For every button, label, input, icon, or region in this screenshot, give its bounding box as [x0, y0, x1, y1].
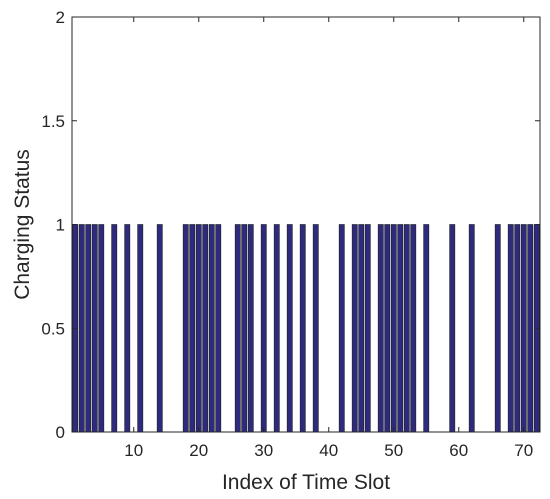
x-tick-label: 10	[124, 441, 143, 460]
bar-slot-45	[358, 224, 365, 433]
bar-slot-32	[273, 224, 280, 433]
bar-slot-42	[338, 224, 345, 433]
bar-slot-3	[85, 224, 92, 433]
x-tick-label: 30	[254, 441, 273, 460]
x-axis-label: Index of Time Slot	[222, 471, 390, 494]
y-tick-label: 0	[56, 423, 65, 442]
bar-slot-69	[514, 224, 521, 433]
bar-slot-22	[208, 224, 215, 433]
bar-slot-5	[98, 224, 105, 433]
bar-slot-26	[234, 224, 241, 433]
bar-slot-23	[215, 224, 222, 433]
bar-slot-50	[390, 224, 397, 433]
x-tick-label: 40	[319, 441, 338, 460]
bar-slot-27	[241, 224, 248, 433]
bar-slot-62	[468, 224, 475, 433]
bar-slot-34	[286, 224, 293, 433]
bar-slot-7	[111, 224, 118, 433]
bar-slot-38	[312, 224, 319, 433]
bar-slot-66	[494, 224, 501, 433]
bar-slot-28	[247, 224, 254, 433]
bar-slot-70	[520, 224, 527, 433]
y-tick-label: 1.5	[41, 112, 65, 131]
x-tick-label: 70	[514, 441, 533, 460]
bar-slot-36	[299, 224, 306, 433]
bar-slot-52	[403, 224, 410, 433]
bar-slot-21	[202, 224, 209, 433]
bar-slot-51	[397, 224, 404, 433]
bar-slot-11	[137, 224, 144, 433]
bar-slot-2	[78, 224, 85, 433]
bar-slot-55	[423, 224, 430, 433]
y-axis-label: Charging Status	[11, 149, 34, 300]
bar-slot-46	[364, 224, 371, 433]
y-axis-ticks: 0 0.5 1 1.5 2	[41, 8, 540, 442]
plot-frame	[71, 16, 541, 433]
bar-slot-68	[507, 224, 514, 433]
x-tick-label: 20	[189, 441, 208, 460]
y-tick-label: 1	[56, 216, 65, 235]
bar-slot-18	[182, 224, 189, 433]
bar-slot-59	[449, 224, 456, 433]
bar-slot-53	[410, 224, 417, 433]
y-tick-label: 2	[56, 8, 65, 27]
bar-slot-9	[124, 224, 131, 433]
bar-slot-20	[195, 224, 202, 433]
x-tick-label: 60	[449, 441, 468, 460]
bar-slot-48	[377, 224, 384, 433]
bar-slot-44	[351, 224, 358, 433]
plot-background	[72, 17, 540, 432]
x-tick-label: 50	[384, 441, 403, 460]
bar-slot-49	[384, 224, 391, 433]
bar-slot-14	[156, 224, 163, 433]
y-tick-label: 0.5	[41, 319, 65, 338]
bar-slot-4	[91, 224, 98, 433]
bar-slot-71	[527, 224, 534, 433]
bar-slot-19	[189, 224, 196, 433]
x-axis-ticks: 10 20 30 40 50 60 70	[124, 17, 533, 460]
bar-slot-30	[260, 224, 267, 433]
